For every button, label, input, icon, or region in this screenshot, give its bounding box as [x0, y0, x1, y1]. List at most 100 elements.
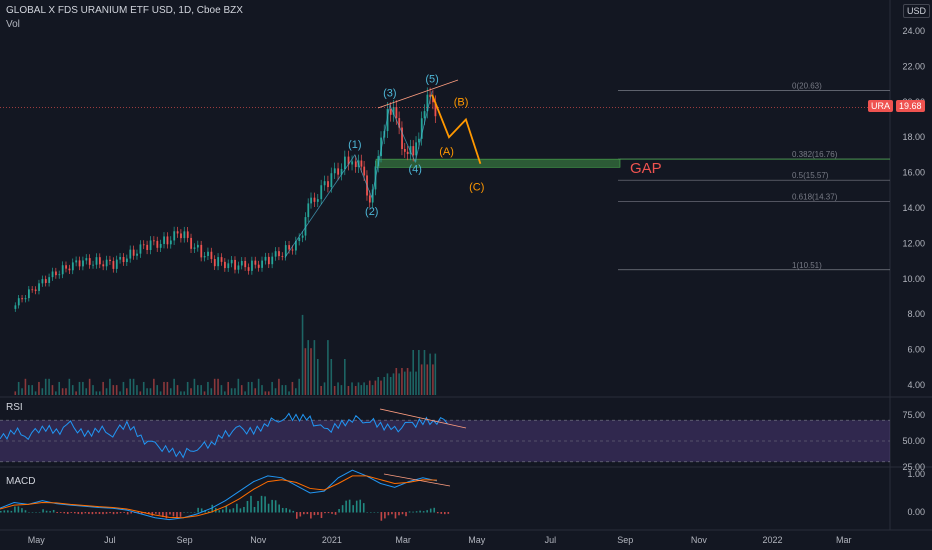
volume-bar — [183, 391, 186, 395]
macd-histogram-bar — [35, 512, 37, 513]
macd-histogram-bar — [165, 512, 168, 519]
volume-bar — [196, 385, 199, 395]
candle-body — [368, 195, 371, 203]
macd-histogram-bar — [236, 503, 238, 513]
macd-histogram-bar — [88, 512, 90, 514]
candle-body — [98, 257, 101, 265]
macd-histogram-bar — [345, 500, 347, 513]
wave-label: (5) — [425, 73, 438, 85]
volume-bar — [237, 378, 240, 395]
macd-histogram-bar — [42, 509, 44, 513]
macd-histogram-bar — [373, 512, 376, 513]
candle-body — [274, 251, 277, 257]
candle-body — [257, 264, 260, 268]
price-trendline — [377, 79, 459, 109]
volume-bar — [313, 340, 316, 395]
candle-body — [119, 257, 122, 260]
volume-bar — [288, 391, 290, 395]
volume-bar — [207, 381, 209, 395]
volume-bar — [357, 382, 360, 395]
volume-bar — [340, 385, 343, 395]
macd-histogram-bar — [243, 506, 245, 513]
volume-bar — [354, 386, 357, 395]
volume-bar — [132, 378, 135, 395]
volume-bar — [377, 377, 380, 395]
price-tick-label: 16.00 — [902, 168, 925, 178]
volume-bar — [323, 382, 326, 395]
volume-bar — [28, 385, 30, 395]
macd-histogram-bar — [112, 512, 115, 515]
volume-bar — [251, 381, 253, 395]
wave-label: (2) — [365, 206, 378, 218]
candle-body — [61, 265, 64, 275]
volume-bar — [92, 385, 94, 395]
macd-histogram-bar — [63, 512, 66, 514]
volume-bar — [307, 340, 309, 395]
volume-bar — [432, 364, 434, 395]
volume-bar — [418, 350, 420, 395]
candle-body — [237, 265, 240, 270]
volume-bar — [412, 350, 415, 395]
volume-bar — [203, 391, 206, 395]
abc-label: (C) — [469, 181, 484, 193]
candle-body — [129, 249, 132, 259]
volume-bar — [224, 391, 226, 395]
macd-histogram-bar — [7, 510, 9, 513]
candle-body — [340, 169, 343, 175]
volume-bar — [220, 385, 223, 395]
macd-histogram-bar — [317, 512, 319, 515]
signal-line — [0, 475, 437, 519]
macd-histogram-bar — [10, 510, 13, 513]
volume-bar — [371, 385, 374, 395]
macd-histogram-bar — [274, 500, 277, 513]
macd-histogram-bar — [21, 508, 23, 513]
time-tick-label: Mar — [395, 535, 411, 545]
currency-badge[interactable]: USD — [903, 4, 931, 18]
candle-body — [166, 236, 169, 245]
macd-histogram-bar — [31, 512, 34, 513]
candle-body — [28, 289, 30, 299]
macd-tick-label: 1.00 — [907, 469, 925, 479]
macd-histogram-bar — [197, 507, 199, 513]
volume-bar — [316, 359, 319, 395]
macd-histogram-bar — [193, 512, 196, 513]
volume-bar — [294, 388, 297, 395]
candle-body — [398, 118, 401, 128]
candle-body — [105, 259, 108, 267]
candle-body — [240, 260, 243, 266]
price-tick-label: 8.00 — [907, 309, 925, 319]
candle-body — [406, 151, 409, 155]
macd-histogram-bar — [45, 510, 48, 513]
candle-body — [284, 245, 287, 257]
candle-body — [217, 257, 220, 267]
macd-histogram-bar — [443, 512, 446, 515]
macd-histogram-bar — [264, 496, 266, 513]
volume-bar — [169, 388, 172, 395]
volume-bar — [415, 371, 417, 395]
volume-bar — [126, 388, 128, 395]
candle-body — [48, 277, 51, 283]
macd-histogram-bar — [102, 512, 104, 515]
candle-body — [267, 256, 270, 265]
macd-histogram-bar — [253, 506, 256, 513]
macd-histogram-bar — [429, 508, 432, 513]
macd-histogram-bar — [331, 512, 333, 514]
volume-bar — [420, 364, 423, 395]
volume-bar — [190, 388, 192, 395]
candle-body — [169, 240, 172, 245]
symbol-title: GLOBAL X FDS URANIUM ETF USD, 1D, Cboe B… — [6, 5, 243, 16]
volume-bar — [409, 371, 412, 395]
volume-bar — [264, 391, 267, 395]
candle-body — [92, 264, 95, 266]
volume-bar — [291, 381, 294, 395]
candle-body — [403, 149, 406, 152]
macd-histogram-bar — [225, 505, 228, 513]
candle-body — [264, 256, 267, 261]
volume-bar — [44, 378, 47, 395]
candle-body — [139, 244, 142, 254]
macd-histogram-bar — [24, 510, 27, 513]
volume-bar — [109, 378, 111, 395]
volume-bar — [85, 388, 88, 395]
candle-body — [415, 142, 418, 156]
